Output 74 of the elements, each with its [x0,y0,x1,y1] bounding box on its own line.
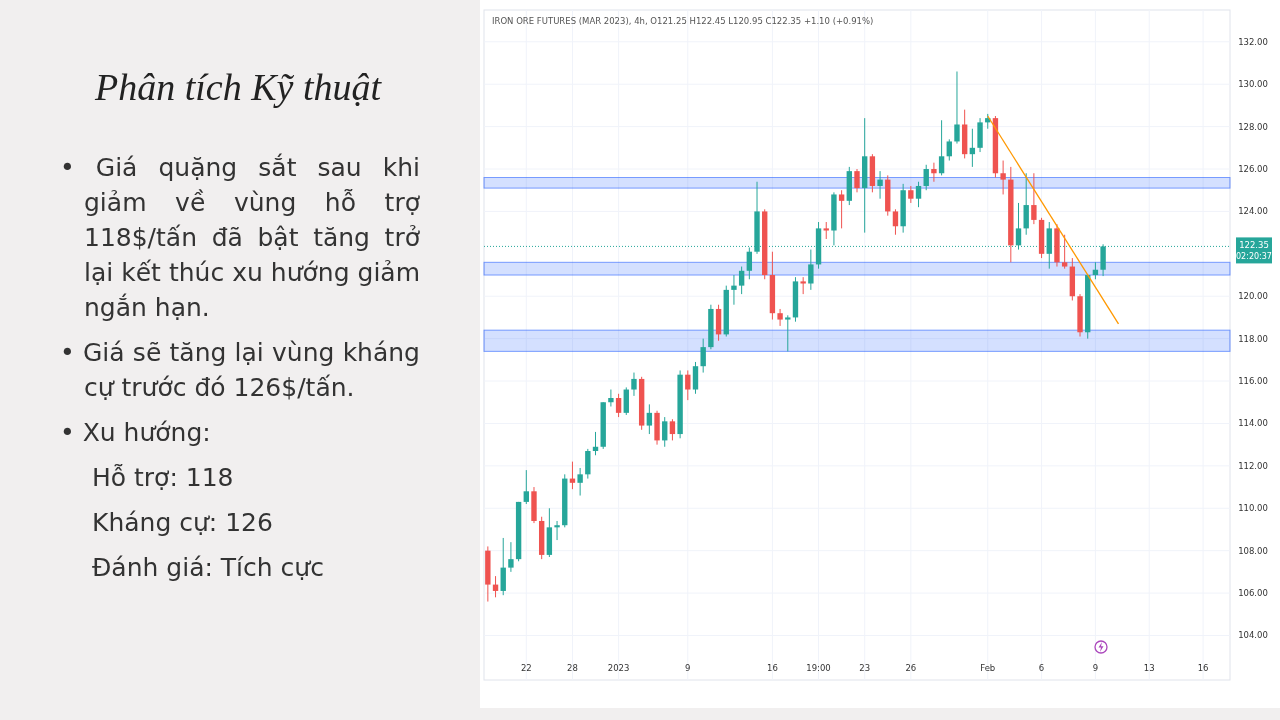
candlestick [585,448,591,480]
candlestick [662,416,668,448]
text: Kháng cự: 126 [91,507,274,539]
candlestick [731,274,737,306]
candlestick [1031,172,1037,225]
text: • Giá quặng sắt sau khi giảm về vùng hỗ trợ 118$/tấn đã bật tăng trở lại kết thúc xu hướng giảm ngắn hạn. [60,152,420,324]
x-tick-label: Feb [980,663,996,673]
candlestick [623,386,629,416]
candlestick [1015,202,1022,251]
text: Hỗ trợ: 118 [91,462,235,494]
y-tick-label: 110.00 [1238,503,1268,514]
candlestick [746,246,753,280]
y-tick-label: 106.00 [1238,588,1268,599]
candlestick [523,469,529,505]
text: • Giá sẽ tăng lại vùng kháng cự trước đó 126$/tấn. [60,337,420,404]
candlestick [892,208,899,236]
candlestick [854,168,860,193]
x-tick-label: 9 [1092,663,1099,673]
candlestick [877,170,883,200]
candlestick [577,467,583,497]
y-tick-label: 124.00 [1238,206,1268,217]
candlestick [554,520,560,541]
y-tick-label: 114.00 [1238,418,1268,429]
y-tick-label: 112.00 [1238,460,1268,471]
x-tick-label: 2023 [607,663,630,673]
y-tick-label: 118.00 [1238,333,1268,344]
x-tick-label: 9 [685,663,691,673]
x-tick-label: 16 [766,663,778,673]
y-tick-label: 104.00 [1238,630,1268,641]
text: IRON ORE FUTURES (MAR 2023), 4h, O121.25 H122.45 L120.95 C122.35 +1.10 (+0.91%) [492,16,874,26]
x-tick-label: 22 [520,663,532,673]
y-tick-label: 130.00 [1238,79,1268,90]
y-tick-label: 126.00 [1238,163,1268,174]
text: Phân tích Kỹ thuật [93,66,383,108]
candlestick [615,393,622,418]
x-tick-label: 23 [859,663,871,673]
ref-line-label: 122.35 [1239,240,1269,251]
candlestick [700,338,706,374]
candlestick [608,389,614,407]
candlestick [1061,234,1068,270]
candlestick [785,314,791,352]
candlestick [738,266,745,295]
candlestick [923,164,929,191]
text: • Xu hướng: [60,417,212,449]
x-tick-label: 13 [1143,663,1155,673]
y-tick-label: 120.00 [1238,291,1268,302]
y-tick-label: 108.00 [1238,545,1268,556]
candlestick [946,138,952,162]
x-tick-label: 6 [1038,663,1045,673]
y-tick-label: 132.00 [1238,36,1268,47]
y-tick-label: 128.00 [1238,121,1268,132]
candlestick [1023,172,1029,236]
text: Đánh giá: Tích cực [91,552,325,584]
candlestick [938,119,945,176]
candlestick [931,162,937,183]
candlestick [685,369,691,401]
x-tick-label: 19:00 [806,663,831,673]
candlestick [646,403,653,435]
candlestick [838,189,845,229]
candlestick [669,418,676,441]
x-tick-label: 16 [1197,663,1209,673]
candlestick [954,70,960,145]
x-tick-label: 26 [905,663,917,673]
text: 02:20:37 [1236,252,1272,262]
candlestick [915,181,922,208]
candlestick [500,537,506,596]
candlestick [1000,160,1006,195]
candlestick [808,249,814,291]
candlestick [692,361,699,395]
x-tick-label: 28 [567,663,578,673]
candlestick [631,372,637,397]
candlestick [777,308,783,327]
candlestick [508,541,514,573]
y-tick-label: 116.00 [1238,376,1268,387]
